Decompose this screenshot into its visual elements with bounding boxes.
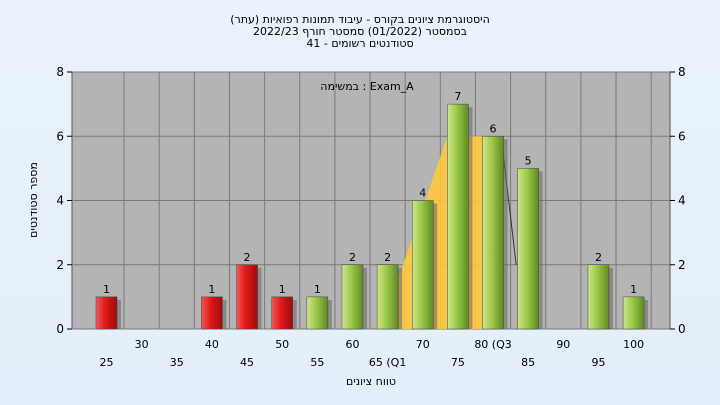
y-axis-right: 0 2 4 6 8 [670, 65, 686, 336]
x-tick-label-45: 45 [240, 356, 254, 369]
bar-label-25: 1 [103, 283, 110, 296]
bar-80 [482, 136, 504, 330]
x-tick-label-60: 60 [345, 338, 359, 351]
bar-70 [412, 200, 434, 330]
chart-title: היסטוגרמת ציונים בקורס - עיבוד תמונות רפ… [230, 13, 490, 50]
x-tick-label-100: 100 [623, 338, 644, 351]
y-tick-label-right-0: 0 [678, 322, 686, 336]
x-axis: 25 30 35 40 45 50 55 60 65 (Q1 70 75 80 (Q3 85 90 95 10… [100, 338, 645, 369]
bar-label-65: 2 [384, 251, 391, 264]
grid-lines [72, 71, 670, 330]
bar-label-55: 1 [314, 283, 321, 296]
bar-25 [95, 296, 118, 330]
y-tick-label-right-2: 2 [678, 258, 686, 272]
bar-label-50: 1 [279, 283, 286, 296]
bar-label-95: 2 [595, 251, 602, 264]
y-tick-label-right-8: 8 [678, 65, 686, 79]
bar-40 [201, 296, 223, 330]
bar-label-85: 5 [525, 154, 532, 167]
bar-60 [341, 264, 364, 330]
bars: 1 1 2 1 1 2 2 4 7 6 5 2 1 [95, 90, 649, 330]
x-axis-label: טווח ציונים [346, 375, 396, 388]
bar-label-80: 6 [490, 122, 497, 135]
x-tick-label-30: 30 [135, 338, 149, 351]
title-line-3: סטודנטים רשומים - 41 [306, 37, 413, 50]
x-tick-label-25: 25 [100, 356, 114, 369]
x-tick-label-70: 70 [416, 338, 430, 351]
bar-75 [447, 103, 469, 330]
y-tick-label-left-4: 4 [56, 194, 64, 208]
x-tick-label-65: 65 (Q1 [369, 356, 406, 369]
bar-label-60: 2 [349, 251, 356, 264]
y-tick-label-right-4: 4 [678, 194, 686, 208]
x-tick-label-50: 50 [275, 338, 289, 351]
y-axis-left: 0 2 4 6 8 [56, 65, 72, 336]
bar-label-75: 7 [454, 90, 461, 103]
title-line-1: היסטוגרמת ציונים בקורס - עיבוד תמונות רפ… [230, 13, 490, 26]
bar-label-100: 1 [630, 283, 637, 296]
x-tick-label-95: 95 [591, 356, 605, 369]
x-tick-label-40: 40 [205, 338, 219, 351]
y-tick-label-left-6: 6 [56, 129, 64, 143]
x-tick-label-90: 90 [556, 338, 570, 351]
y-tick-label-left-8: 8 [56, 65, 64, 79]
bar-100 [622, 296, 645, 330]
x-tick-label-85: 85 [521, 356, 535, 369]
bar-50 [271, 296, 293, 330]
bar-label-45: 2 [244, 251, 251, 264]
y-axis-label: מספר סטודנטים [27, 162, 40, 238]
bar-label-40: 1 [208, 283, 215, 296]
x-tick-label-80: 80 (Q3 [474, 338, 511, 351]
bar-95 [587, 264, 610, 330]
bar-55 [306, 296, 329, 330]
title-line-2: בסמסטר (01/2022) סמסטר חורף 2022/23 [253, 25, 467, 38]
exam-annotation: במשימה : Exam_A [320, 80, 414, 93]
bar-label-70: 4 [419, 187, 426, 200]
x-tick-label-35: 35 [170, 356, 184, 369]
bar-85 [517, 168, 539, 330]
bar-65 [376, 264, 399, 330]
x-tick-label-75: 75 [451, 356, 465, 369]
x-tick-label-55: 55 [310, 356, 324, 369]
bar-45 [236, 264, 258, 330]
y-tick-label-right-6: 6 [678, 129, 686, 143]
y-tick-label-left-2: 2 [56, 258, 64, 272]
y-tick-label-left-0: 0 [56, 322, 64, 336]
